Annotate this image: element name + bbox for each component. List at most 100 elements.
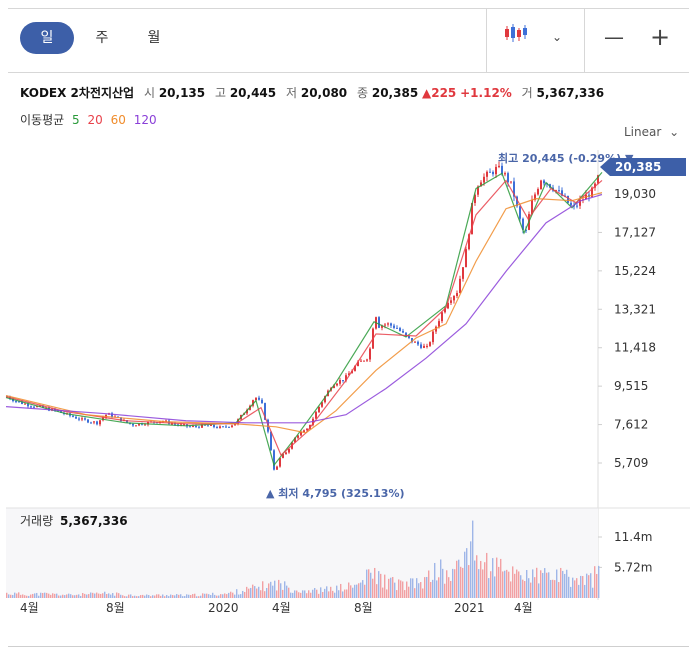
- volume-bar: [572, 577, 574, 598]
- volume-bar: [248, 588, 250, 598]
- volume-bar: [456, 560, 458, 598]
- volume-bar: [550, 579, 552, 598]
- volume-tick-label: 11.4m: [614, 530, 652, 544]
- toolbar-divider: [486, 9, 487, 72]
- candle-body: [18, 401, 20, 403]
- volume-bar: [104, 591, 106, 598]
- scale-dropdown[interactable]: Linear ⌄: [624, 125, 679, 139]
- volume-bar: [176, 594, 178, 598]
- volume-bar: [420, 582, 422, 598]
- candle-body: [132, 423, 134, 426]
- volume-bar: [188, 594, 190, 598]
- volume-bar: [490, 571, 492, 598]
- ma-60-label[interactable]: 60: [110, 113, 126, 127]
- ma-5-label[interactable]: 5: [72, 113, 80, 127]
- volume-bar: [108, 593, 110, 598]
- volume-bar: [598, 565, 600, 598]
- volume-bar: [440, 559, 442, 598]
- candle-body: [579, 199, 581, 206]
- x-tick-label: 8월: [354, 601, 373, 615]
- volume-bar: [168, 596, 170, 598]
- chevron-down-icon: ⌄: [669, 125, 680, 139]
- volume-bar: [424, 577, 426, 598]
- candle-body: [507, 173, 509, 183]
- candle-body: [591, 187, 593, 197]
- volume-bar: [474, 560, 476, 598]
- candle-body: [480, 182, 482, 187]
- candle-body: [558, 190, 560, 192]
- candlestick-icon[interactable]: [502, 22, 532, 52]
- tab-weekly[interactable]: 주: [95, 30, 109, 46]
- volume-bar: [46, 592, 48, 598]
- volume-bar: [520, 575, 522, 598]
- volume-bar: [354, 584, 356, 598]
- low-annotation: ▲ 최저 4,795 (325.13%): [266, 486, 405, 500]
- candle-body: [537, 189, 539, 195]
- ma-120-label[interactable]: 120: [133, 113, 157, 127]
- tab-monthly[interactable]: 월: [147, 30, 161, 46]
- volume-bar: [412, 578, 414, 598]
- candle-body: [276, 466, 278, 470]
- volume-bar: [368, 569, 370, 598]
- candle-body: [84, 418, 86, 420]
- volume-bar: [84, 593, 86, 598]
- y-tick-label: 19,030: [614, 187, 656, 201]
- y-tick-label: 13,321: [614, 302, 656, 316]
- tab-daily[interactable]: 일: [20, 22, 74, 54]
- volume-bar: [218, 595, 220, 598]
- volume-bar: [200, 595, 202, 598]
- volume-bar: [596, 573, 598, 598]
- candle-body: [594, 183, 596, 188]
- volume-value: 5,367,336: [536, 86, 605, 100]
- volume-bar: [116, 592, 118, 598]
- candle-body: [477, 186, 479, 195]
- low-value: 20,080: [300, 86, 348, 100]
- volume-bar: [280, 583, 282, 598]
- close-label: 종: [356, 86, 369, 100]
- volume-bar: [278, 579, 280, 598]
- volume-bar: [54, 593, 56, 598]
- volume-bar: [130, 594, 132, 598]
- candle-body: [597, 175, 599, 184]
- volume-bar: [362, 580, 364, 598]
- zoom-out-button[interactable]: —: [604, 25, 624, 49]
- y-tick-label: 17,127: [614, 225, 656, 239]
- volume-bar: [358, 583, 360, 598]
- candle-body: [504, 173, 506, 175]
- candle-body: [282, 453, 284, 458]
- volume-bar: [66, 594, 68, 598]
- candle-body: [297, 435, 299, 438]
- zoom-in-button[interactable]: +: [649, 23, 671, 51]
- volume-bar: [206, 593, 208, 598]
- volume-bar: [540, 570, 542, 598]
- last-price-flag: [600, 158, 686, 176]
- candle-body: [522, 218, 524, 230]
- low-label: 저: [285, 86, 298, 100]
- change-value: 225: [431, 86, 457, 100]
- ma-20-label[interactable]: 20: [87, 113, 103, 127]
- candle-body: [486, 171, 488, 177]
- candle-body: [408, 335, 410, 338]
- candle-body: [516, 196, 518, 207]
- candle-body: [36, 406, 38, 408]
- volume-bar: [360, 582, 362, 598]
- candle-body: [303, 430, 305, 433]
- volume-bar: [306, 593, 308, 598]
- volume-bar: [94, 593, 96, 598]
- candle-body: [231, 425, 233, 427]
- y-tick-label: 7,612: [614, 418, 648, 432]
- volume-bar: [256, 588, 258, 598]
- candle-body: [213, 424, 215, 428]
- chevron-down-icon[interactable]: ⌄: [551, 30, 563, 44]
- volume-bar: [432, 579, 434, 598]
- volume-bar: [236, 589, 238, 598]
- volume-bar: [394, 582, 396, 598]
- volume-bar: [144, 595, 146, 598]
- volume-bar: [184, 596, 186, 598]
- candle-body: [432, 331, 434, 343]
- volume-bar: [272, 585, 274, 598]
- candle-body: [555, 190, 557, 192]
- volume-bar: [198, 596, 200, 598]
- candle-body: [195, 426, 197, 428]
- candle-body: [420, 344, 422, 348]
